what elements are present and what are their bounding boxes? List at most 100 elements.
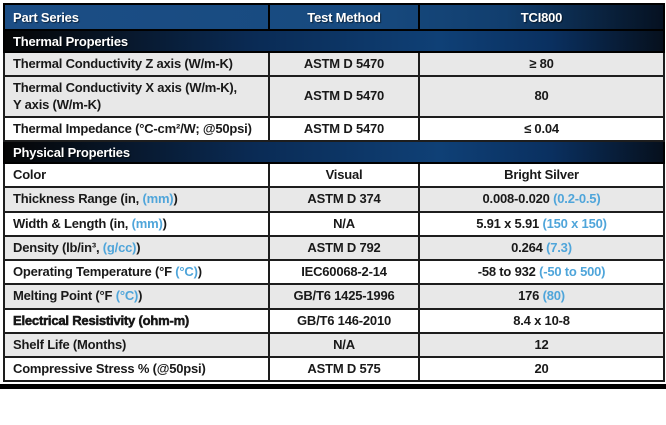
property-cell: Electrical Resistivity (ohm-m) xyxy=(3,307,270,334)
test-method-cell: ASTM D 5470 xyxy=(268,50,420,78)
metric-value-text: (0.2-0.5) xyxy=(553,191,601,207)
value-cell: 5.91 x 5.91 (150 x 150) xyxy=(418,210,665,237)
value-text: Electrical Resistivity (ohm-m) xyxy=(13,312,190,328)
property-cell: Width & Length (in, (mm)) xyxy=(3,210,270,237)
test-method-cell: ASTM D 5470 xyxy=(268,115,420,143)
value-cell: 80 xyxy=(418,75,665,118)
value-cell: 20 xyxy=(418,355,665,383)
section-header: Thermal Properties xyxy=(3,29,665,53)
value-cell: ≤ 0.04 xyxy=(418,115,665,143)
value-cell: 0.008-0.020 (0.2-0.5) xyxy=(418,186,665,213)
value-text: Compressive Stress % (@50psi) xyxy=(13,361,206,376)
value-text: Bright Silver xyxy=(504,167,579,182)
property-cell: Density (lb/in³, (g/cc)) xyxy=(3,234,270,262)
column-header-tci800: TCI800 xyxy=(418,3,665,31)
metric-value-text: (°C) xyxy=(175,264,198,279)
property-cell: Thermal Impedance (°C-cm²/W; @50psi) xyxy=(3,115,270,143)
table-row: Density (lb/in³, (g/cc)) ASTM D 792 0.264 … xyxy=(3,234,665,262)
metric-value-text: (mm) xyxy=(131,215,163,231)
value-cell: 0.264 (7.3) xyxy=(418,234,665,262)
table-row: Shelf Life (Months) N/A 12 xyxy=(3,331,665,359)
property-cell: Operating Temperature (°F (°C)) xyxy=(3,258,270,286)
metric-value-text: (g/cc) xyxy=(102,239,137,255)
table-row: Color Visual Bright Silver xyxy=(3,161,665,189)
value-text: ) xyxy=(138,288,143,304)
property-cell: Compressive Stress % (@50psi) xyxy=(3,355,270,383)
test-method-cell: ASTM D 575 xyxy=(268,355,420,383)
datasheet-table: Part Series Test Method TCI800 Thermal P… xyxy=(3,3,665,383)
section-row: Thermal Properties xyxy=(3,29,665,53)
value-text: ≤ 0.04 xyxy=(524,120,559,136)
test-method-cell: GB/T6 1425-1996 xyxy=(268,283,420,310)
value-text: Shelf Life (Months) xyxy=(13,336,127,352)
value-cell: 176 (80) xyxy=(418,283,665,310)
value-text: 0.264 xyxy=(511,239,547,255)
section-header: Physical Properties xyxy=(3,140,665,164)
value-cell: 12 xyxy=(418,331,665,359)
metric-value-text: (7.3) xyxy=(546,239,572,255)
table-row: Melting Point (°F (°C)) GB/T6 1425-1996 17… xyxy=(3,283,665,310)
value-text: Y axis (W/m-K) xyxy=(13,96,101,112)
section-row: Physical Properties xyxy=(3,140,665,164)
column-header-test-method: Test Method xyxy=(268,3,420,31)
value-cell: 8.4 x 10-8 xyxy=(418,307,665,334)
metric-value-text: (mm) xyxy=(142,191,174,207)
test-method-cell: IEC60068-2-14 xyxy=(268,258,420,286)
test-method-cell: ASTM D 374 xyxy=(268,186,420,213)
value-text: 0.008-0.020 xyxy=(482,191,554,207)
metric-value-text: (°C) xyxy=(115,288,139,304)
property-cell: Color xyxy=(3,161,270,189)
table-row: Operating Temperature (°F (°C)) IEC60068-… xyxy=(3,258,665,286)
value-text: Operating Temperature (°F xyxy=(13,264,176,279)
property-cell: Thickness Range (in, (mm)) xyxy=(3,186,270,213)
property-cell: Shelf Life (Months) xyxy=(3,331,270,359)
test-method-cell: ASTM D 5470 xyxy=(268,75,420,118)
bottom-rule xyxy=(0,384,666,390)
value-text: Density (lb/in³, xyxy=(13,239,103,255)
value-cell: Bright Silver xyxy=(418,161,665,189)
value-text: Thermal Conductivity X axis (W/m-K), xyxy=(13,80,237,96)
property-cell: Thermal Conductivity Z axis (W/m-K) xyxy=(3,50,270,78)
datasheet: Part Series Test Method TCI800 Thermal P… xyxy=(0,3,666,390)
value-text: Thermal Conductivity Z axis (W/m-K) xyxy=(13,56,233,71)
table-row: Width & Length (in, (mm)) N/A 5.91 x 5.91 … xyxy=(3,210,665,237)
table-row: Thermal Conductivity X axis (W/m-K), Y ax… xyxy=(3,75,665,118)
table-row: Compressive Stress % (@50psi) ASTM D 575 2… xyxy=(3,355,665,383)
metric-value-text: (80) xyxy=(542,288,566,304)
property-cell: Thermal Conductivity X axis (W/m-K), Y ax… xyxy=(3,75,270,118)
value-cell: ≥ 80 xyxy=(418,50,665,78)
value-text: Thickness Range (in, xyxy=(13,191,143,207)
value-text: 12 xyxy=(534,336,549,352)
value-text: Melting Point (°F xyxy=(13,288,116,304)
value-text: 80 xyxy=(534,88,549,104)
value-text: ) xyxy=(162,215,167,231)
value-text: ) xyxy=(197,264,202,279)
table-row: Thermal Impedance (°C-cm²/W; @50psi) ASTM… xyxy=(3,115,665,143)
test-method-cell: Visual xyxy=(268,161,420,189)
property-cell: Melting Point (°F (°C)) xyxy=(3,283,270,310)
value-text: ) xyxy=(173,191,178,207)
value-text: Color xyxy=(13,167,46,182)
value-text: 20 xyxy=(534,361,549,376)
test-method-cell: N/A xyxy=(268,210,420,237)
column-header-part-series: Part Series xyxy=(3,3,270,31)
table-row: Electrical Resistivity (ohm-m) GB/T6 146-… xyxy=(3,307,665,334)
metric-value-text: (150 x 150) xyxy=(542,215,607,231)
value-text: 5.91 x 5.91 xyxy=(476,215,543,231)
test-method-cell: N/A xyxy=(268,331,420,359)
value-text: Width & Length (in, xyxy=(13,215,132,231)
value-text: -58 to 932 xyxy=(477,264,540,279)
value-text: Thermal Impedance (°C-cm²/W; @50psi) xyxy=(13,120,252,136)
table-row: Thermal Conductivity Z axis (W/m-K) ASTM … xyxy=(3,50,665,78)
table-body: Thermal Properties Thermal Conductivity Z… xyxy=(3,29,665,383)
value-text: 176 xyxy=(518,288,543,304)
table-header-row: Part Series Test Method TCI800 xyxy=(3,3,665,31)
test-method-cell: GB/T6 146-2010 xyxy=(268,307,420,334)
value-cell: -58 to 932 (-50 to 500) xyxy=(418,258,665,286)
test-method-cell: ASTM D 792 xyxy=(268,234,420,262)
value-text: 8.4 x 10-8 xyxy=(513,312,570,328)
metric-value-text: (-50 to 500) xyxy=(539,264,606,279)
value-text: ) xyxy=(136,239,141,255)
value-text: ≥ 80 xyxy=(529,56,554,71)
table-row: Thickness Range (in, (mm)) ASTM D 374 0.00… xyxy=(3,186,665,213)
